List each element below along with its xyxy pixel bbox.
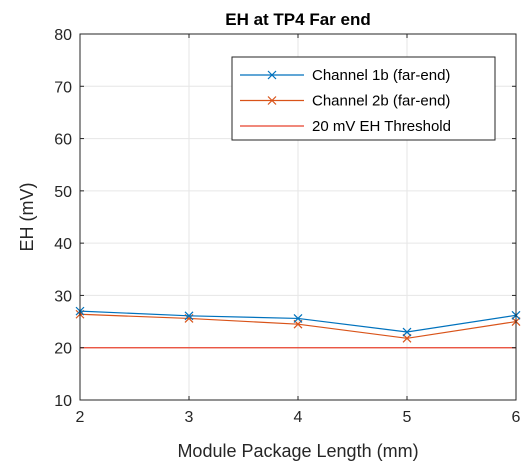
legend-label-1: Channel 1b (far-end) — [312, 67, 450, 84]
y-tick-label: 30 — [54, 288, 72, 305]
marker-stroke — [402, 327, 412, 337]
data-point-series-1 — [293, 314, 303, 323]
y-tick-label: 50 — [54, 184, 72, 201]
legend-marker-2 — [267, 96, 277, 105]
x-axis-label: Module Package Length (mm) — [177, 441, 418, 461]
ticks: 2 3 4 5 6 10 20 30 40 50 60 70 80 — [54, 27, 520, 426]
y-tick-label: 20 — [54, 341, 72, 358]
marker-stroke — [267, 70, 277, 80]
marker-stroke — [293, 314, 303, 323]
x-tick-label: 5 — [403, 409, 412, 426]
series-layer — [75, 306, 521, 349]
y-tick-label: 80 — [54, 27, 72, 44]
marker-stroke — [402, 333, 412, 343]
data-point-series-1 — [184, 311, 194, 321]
y-tick-label: 10 — [54, 393, 72, 410]
x-tick-label: 4 — [294, 409, 303, 426]
marker-stroke — [184, 311, 194, 321]
legend-marker-1 — [267, 70, 277, 80]
chart-title: EH at TP4 Far end — [225, 10, 370, 29]
x-tick-label: 2 — [76, 409, 85, 426]
data-point-series-2 — [402, 333, 412, 343]
y-tick-label: 40 — [54, 236, 72, 253]
legend-label-3: 20 mV EH Threshold — [312, 118, 451, 135]
y-axis-label: EH (mV) — [17, 183, 37, 252]
legend-label-2: Channel 2b (far-end) — [312, 93, 450, 110]
data-point-series-1 — [402, 327, 412, 337]
x-tick-label: 6 — [512, 409, 521, 426]
x-tick-label: 3 — [185, 409, 194, 426]
y-tick-label: 60 — [54, 132, 72, 149]
marker-stroke — [267, 96, 277, 105]
y-tick-label: 70 — [54, 79, 72, 96]
legend: Channel 1b (far-end) Channel 2b (far-end)… — [231, 56, 496, 141]
